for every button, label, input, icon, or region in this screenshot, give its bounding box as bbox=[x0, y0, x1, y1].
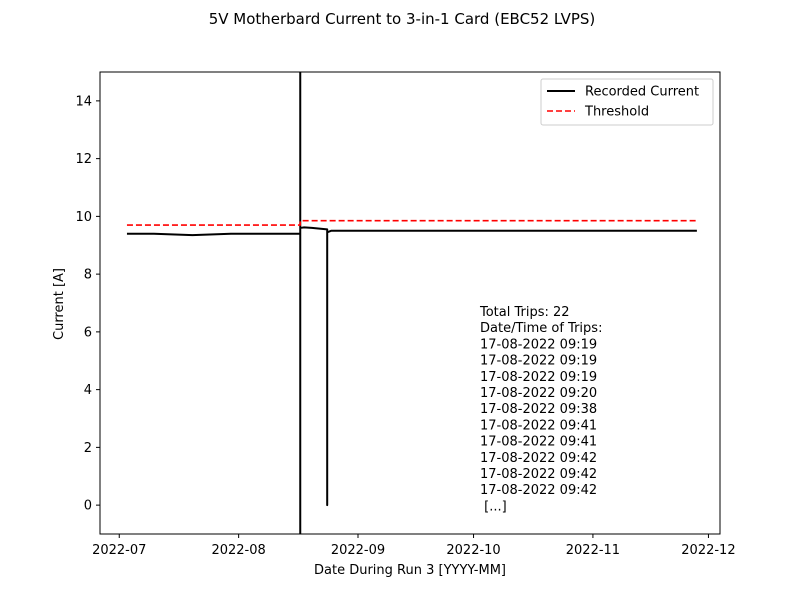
annotation-line: 17-08-2022 09:20 bbox=[480, 386, 597, 401]
x-tick-label: 2022-09 bbox=[331, 543, 385, 558]
y-tick-label: 4 bbox=[84, 383, 92, 398]
y-tick-label: 0 bbox=[84, 499, 92, 514]
chart-title: 5V Motherbard Current to 3-in-1 Card (EB… bbox=[209, 10, 596, 28]
y-tick-label: 12 bbox=[75, 152, 92, 167]
annotation-line: 17-08-2022 09:41 bbox=[480, 435, 597, 450]
x-tick-label: 2022-08 bbox=[211, 543, 265, 558]
x-tick-label: 2022-07 bbox=[92, 543, 146, 558]
annotation-line: 17-08-2022 09:19 bbox=[480, 370, 597, 385]
legend-label: Threshold bbox=[584, 105, 649, 120]
y-tick-label: 8 bbox=[84, 268, 92, 283]
legend: Recorded Current Threshold bbox=[540, 78, 714, 126]
x-tick-label: 2022-11 bbox=[566, 543, 620, 558]
axes-frame bbox=[99, 71, 721, 535]
annotation-line: 17-08-2022 09:38 bbox=[480, 402, 597, 417]
annotation-line: 17-08-2022 09:42 bbox=[480, 467, 597, 482]
series-group bbox=[126, 72, 697, 534]
y-axis-title: Current [A] bbox=[52, 268, 67, 340]
x-tick-label: 2022-10 bbox=[446, 543, 500, 558]
y-tick-label: 2 bbox=[84, 441, 92, 456]
y-tick-label: 10 bbox=[75, 210, 92, 225]
y-tick-label: 6 bbox=[84, 325, 92, 340]
plot-background bbox=[100, 72, 720, 534]
legend-box bbox=[540, 78, 714, 126]
plot-area: 0 2 4 6 8 10 12 14 2022-07 2022-08 2022-09 2022-10 2… bbox=[75, 71, 736, 558]
annotation-line: Total Trips: 22 bbox=[479, 305, 570, 320]
annotation-line: 17-08-2022 09:19 bbox=[480, 354, 597, 369]
recorded-current-line bbox=[126, 72, 697, 534]
threshold-line bbox=[126, 219, 697, 226]
x-tick-label: 2022-12 bbox=[681, 543, 735, 558]
x-axis-title: Date During Run 3 [YYYY-MM] bbox=[314, 563, 506, 578]
legend-label: Recorded Current bbox=[585, 85, 699, 100]
annotation-line: 17-08-2022 09:42 bbox=[480, 483, 597, 498]
annotation-line: 17-08-2022 09:19 bbox=[480, 337, 597, 352]
annotation-line: [...] bbox=[480, 499, 507, 514]
annotation-line: 17-08-2022 09:42 bbox=[480, 451, 597, 466]
annotation-line: 17-08-2022 09:41 bbox=[480, 418, 597, 433]
annotation-line: Date/Time of Trips: bbox=[480, 321, 602, 336]
y-tick-label: 14 bbox=[75, 94, 92, 109]
